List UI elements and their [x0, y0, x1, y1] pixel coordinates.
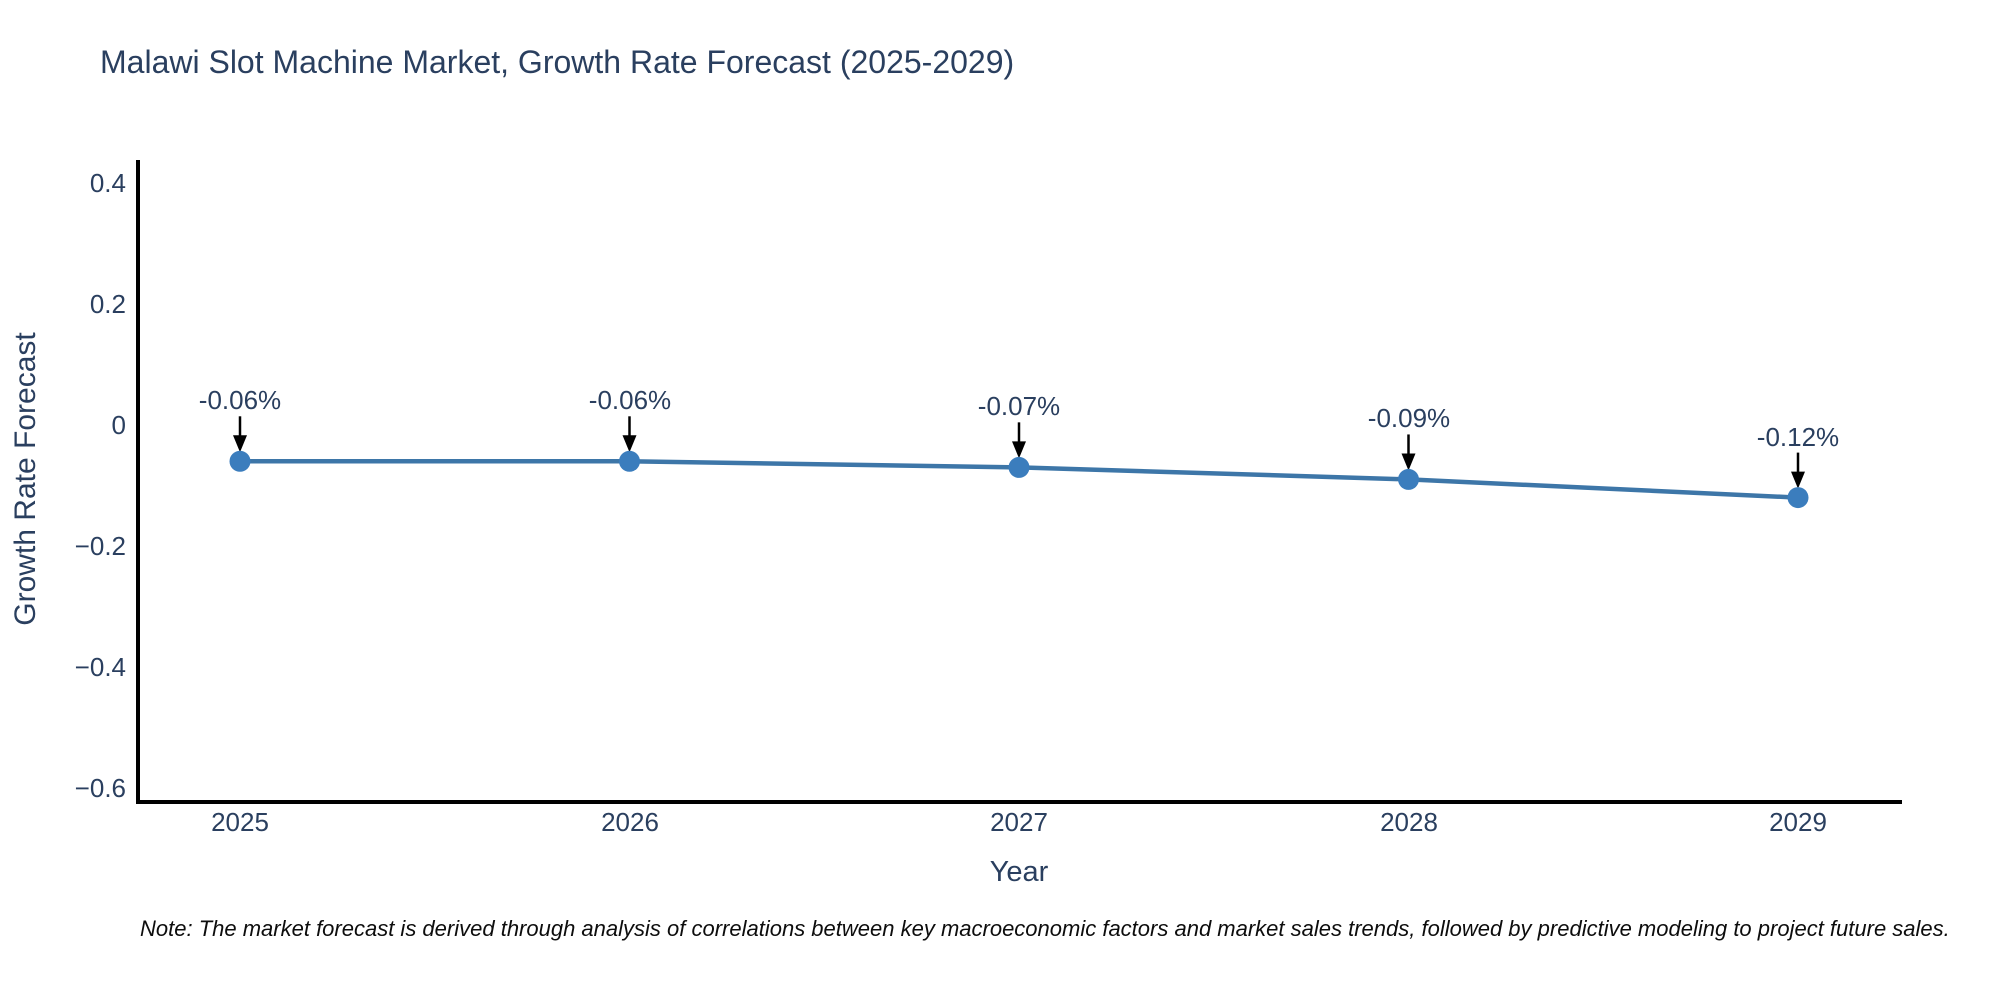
x-axis-title: Year — [989, 856, 1049, 888]
annotation-arrow-head — [233, 435, 247, 453]
point-annotation: -0.06% — [588, 385, 672, 415]
annotation-arrow-head — [1401, 453, 1416, 471]
y-tick-label: −0.4 — [74, 652, 126, 682]
annotation-arrow-head — [622, 435, 637, 453]
y-tick-label: −0.2 — [74, 531, 126, 561]
x-tick-label: 2026 — [601, 807, 659, 837]
y-tick-label: 0.2 — [89, 289, 126, 319]
y-tick-label: 0.4 — [89, 168, 126, 198]
annotation-arrow-head — [1791, 471, 1805, 489]
x-tick-label: 2027 — [990, 807, 1048, 837]
footnote: Note: The market forecast is derived thr… — [140, 916, 1950, 941]
point-annotation: -0.06% — [198, 385, 282, 415]
data-point-marker — [619, 450, 640, 472]
data-point-marker — [229, 450, 251, 472]
x-tick-label: 2025 — [211, 807, 269, 837]
data-point-marker — [1398, 468, 1419, 490]
x-tick-label: 2028 — [1380, 807, 1438, 837]
point-annotation: -0.07% — [977, 391, 1061, 421]
x-tick-label: 2029 — [1769, 807, 1827, 837]
point-annotation: -0.12% — [1756, 422, 1840, 452]
y-tick-label: −0.6 — [74, 773, 126, 803]
series-line — [237, 459, 1801, 500]
y-tick-label: 0 — [111, 410, 126, 440]
point-annotation: -0.09% — [1367, 403, 1451, 433]
data-point-marker — [1008, 456, 1030, 478]
x-axis-line — [136, 800, 1902, 804]
annotation-arrow-head — [1012, 441, 1026, 459]
y-axis-line — [136, 160, 140, 804]
data-point-marker — [1787, 487, 1809, 509]
chart-title: Malawi Slot Machine Market, Growth Rate … — [100, 44, 1015, 80]
y-axis-title: Growth Rate Forecast — [9, 332, 42, 626]
